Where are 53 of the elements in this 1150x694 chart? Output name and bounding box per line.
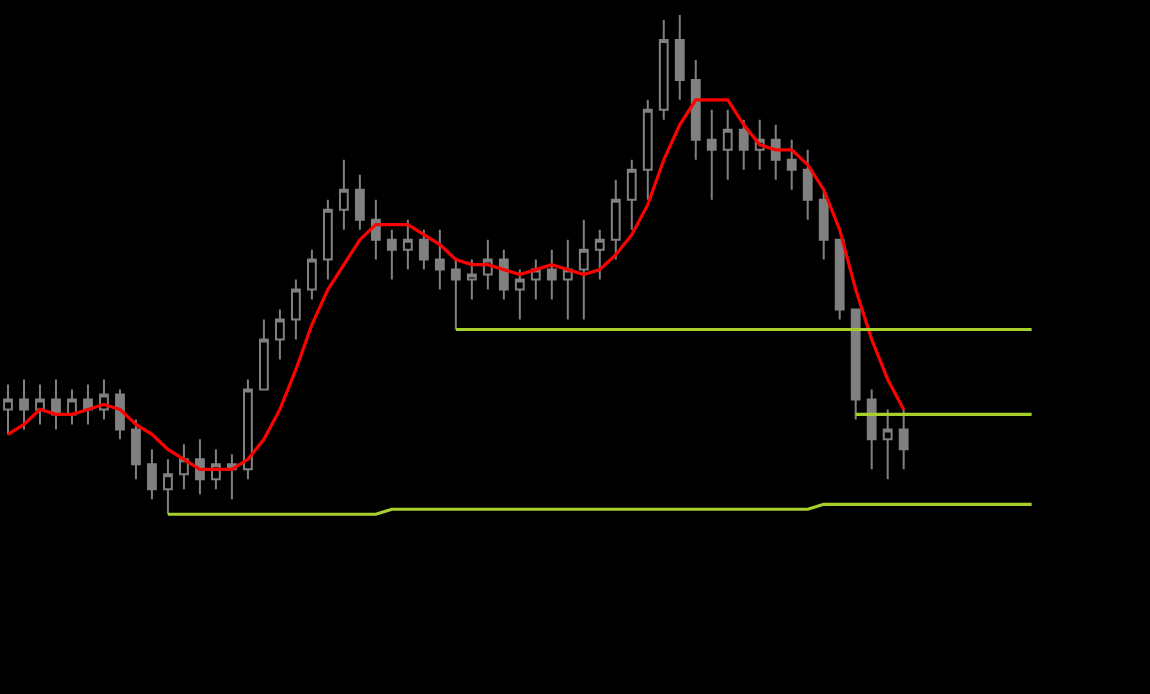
candlestick	[674, 13, 685, 101]
candlestick	[147, 448, 157, 501]
candlestick	[626, 158, 637, 231]
candlestick	[243, 378, 253, 481]
candlestick	[35, 383, 45, 426]
candlestick	[658, 18, 669, 121]
candlestick	[866, 388, 877, 471]
candlestick	[898, 408, 909, 471]
candlestick	[514, 268, 525, 321]
candlestick	[642, 98, 653, 201]
candlestick	[850, 308, 861, 421]
candlestick	[562, 238, 573, 321]
candlestick	[722, 108, 733, 181]
candlestick	[19, 378, 29, 431]
candlestick	[386, 228, 397, 281]
candlestick	[179, 443, 189, 491]
candlestick	[402, 218, 413, 271]
candlestick	[338, 158, 349, 231]
candlestick	[466, 258, 477, 301]
candlestick	[306, 248, 317, 301]
candlestick	[818, 188, 829, 261]
candlestick	[3, 383, 13, 436]
candlestick	[802, 148, 813, 221]
candlestick	[83, 383, 93, 426]
candlestick	[434, 228, 445, 291]
candlestick	[706, 108, 717, 201]
candlestick	[211, 448, 221, 491]
candlestick	[786, 138, 797, 191]
candlestick	[834, 238, 845, 321]
candlestick	[594, 228, 605, 281]
candlestick	[530, 258, 541, 301]
candlestick	[354, 173, 365, 231]
candlestick	[498, 248, 509, 301]
candlestick	[99, 378, 109, 421]
candlestick	[610, 178, 621, 261]
candlestick	[450, 258, 461, 331]
candlestick	[115, 388, 125, 441]
candlestick	[51, 378, 61, 431]
candlestick	[546, 248, 557, 301]
candlestick	[274, 308, 285, 361]
candlestick	[754, 118, 765, 171]
candlestick	[882, 408, 893, 481]
candlestick	[322, 198, 333, 281]
candlestick	[258, 318, 269, 391]
candlestick	[290, 278, 301, 341]
candlestick	[690, 58, 701, 161]
candlestick	[482, 238, 493, 291]
candlestick	[578, 218, 589, 321]
candlestick	[418, 228, 429, 271]
candlestick	[131, 418, 141, 481]
candlestick	[163, 458, 173, 516]
candlestick	[738, 118, 749, 171]
candlestick	[67, 388, 77, 426]
